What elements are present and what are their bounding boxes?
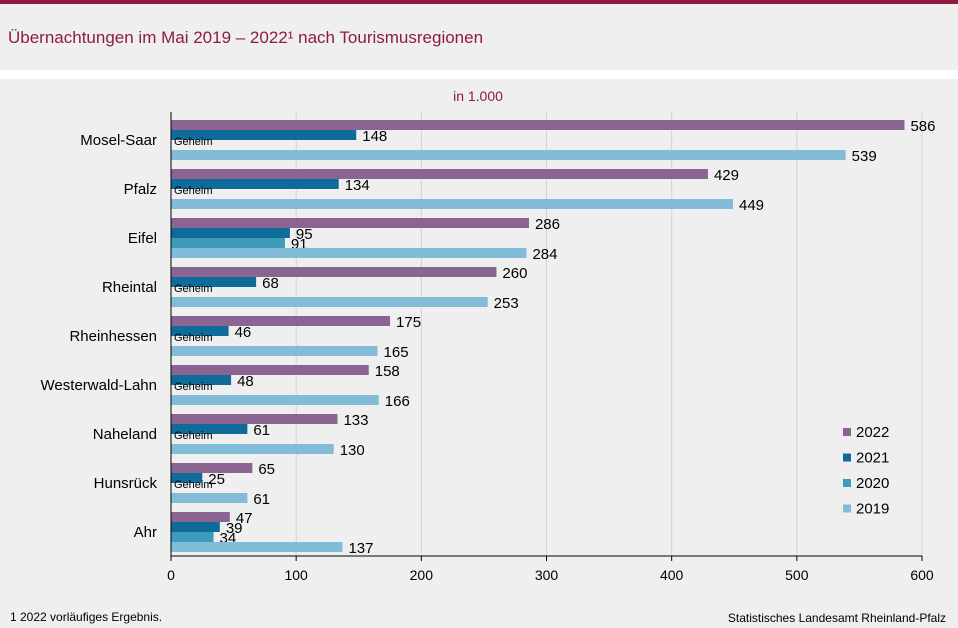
x-tick-label: 100: [284, 567, 308, 583]
data-label: 158: [375, 363, 400, 380]
bar: [171, 277, 257, 287]
category-label: Hunsrück: [94, 475, 158, 492]
bar: [171, 297, 488, 307]
bar: [171, 542, 343, 552]
unit-label: in 1.000: [453, 88, 503, 104]
source-note: Statistisches Landesamt Rheinland-Pfalz: [727, 611, 946, 625]
data-label: 68: [262, 275, 279, 292]
footnote: 1 2022 vorläufiges Ergebnis.: [10, 610, 163, 624]
data-label: 47: [236, 510, 253, 527]
category-label: Rheintal: [102, 279, 157, 296]
bar: [171, 473, 203, 483]
legend-swatch: [843, 479, 851, 487]
bar: [171, 267, 497, 277]
bar: [171, 218, 529, 228]
data-label: 95: [296, 226, 313, 243]
bar: [171, 199, 733, 209]
x-tick-label: 400: [660, 567, 684, 583]
data-label: 429: [714, 167, 739, 184]
data-label: 39: [226, 520, 243, 537]
secret-label: Geheim: [174, 136, 213, 148]
bar: [171, 444, 334, 454]
legend-label: 2019: [856, 501, 889, 518]
bar: [171, 493, 248, 503]
data-label: 48: [237, 373, 254, 390]
category-label: Pfalz: [124, 181, 157, 198]
bar: [171, 228, 290, 238]
category-label: Ahr: [134, 524, 157, 541]
secret-label: Geheim: [174, 283, 213, 295]
bar: [171, 395, 379, 405]
bar: [171, 375, 232, 385]
legend-label: 2022: [856, 424, 889, 441]
secret-label: Geheim: [174, 430, 213, 442]
legend-label: 2021: [856, 450, 889, 467]
bar: [171, 532, 214, 542]
bar: [171, 424, 248, 434]
category-label: Mosel-Saar: [80, 132, 157, 149]
bar: [171, 463, 253, 473]
data-label: 539: [852, 148, 877, 165]
bar: [171, 120, 905, 130]
data-label: 165: [384, 344, 409, 361]
legend-swatch: [843, 504, 851, 513]
legend-swatch: [843, 428, 851, 436]
bar: [171, 248, 527, 258]
bar: [171, 522, 220, 532]
bar: [171, 316, 391, 326]
bar: [171, 150, 846, 160]
data-label: 449: [739, 197, 764, 214]
data-label: 133: [343, 412, 368, 429]
x-tick-label: 600: [910, 567, 934, 583]
x-tick-label: 200: [410, 567, 434, 583]
x-tick-label: 0: [167, 567, 175, 583]
data-label: 130: [340, 442, 365, 459]
x-tick-label: 500: [785, 567, 809, 583]
data-label: 175: [396, 314, 421, 331]
chart-title: Übernachtungen im Mai 2019 – 2022¹ nach …: [8, 28, 484, 47]
category-label: Rheinhessen: [69, 328, 157, 345]
x-tick-label: 300: [535, 567, 559, 583]
bar: [171, 346, 378, 356]
bar: [171, 365, 369, 375]
data-label: 65: [258, 461, 275, 478]
data-label: 253: [494, 295, 519, 312]
secret-label: Geheim: [174, 332, 213, 344]
category-label: Naheland: [93, 426, 157, 443]
data-label: 586: [910, 118, 935, 135]
data-label: 134: [345, 177, 370, 194]
top-accent-bar: [0, 0, 958, 4]
category-label: Eifel: [128, 230, 157, 247]
secret-label: Geheim: [174, 479, 213, 491]
secret-label: Geheim: [174, 381, 213, 393]
data-label: 148: [362, 128, 387, 145]
bar: [171, 238, 285, 248]
bar: [171, 512, 230, 522]
header-divider: [0, 70, 958, 79]
data-label: 286: [535, 216, 560, 233]
bar: [171, 326, 229, 336]
bar: [171, 130, 357, 140]
data-label: 25: [208, 471, 225, 488]
data-label: 284: [532, 246, 557, 263]
data-label: 61: [253, 422, 270, 439]
data-label: 260: [502, 265, 527, 282]
data-label: 137: [348, 540, 373, 557]
bar: [171, 414, 338, 424]
legend-label: 2020: [856, 475, 889, 492]
data-label: 61: [253, 491, 270, 508]
legend-swatch: [843, 453, 851, 462]
data-label: 46: [235, 324, 252, 341]
secret-label: Geheim: [174, 185, 213, 197]
data-label: 166: [385, 393, 410, 410]
bar: [171, 179, 339, 189]
bar: [171, 169, 708, 179]
category-label: Westerwald-Lahn: [41, 377, 157, 394]
